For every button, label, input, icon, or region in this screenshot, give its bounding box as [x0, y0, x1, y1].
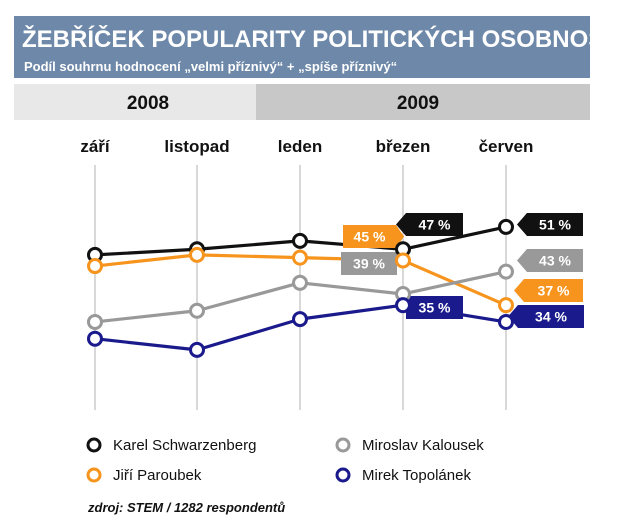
marker-topolanek-4	[498, 313, 514, 330]
year-band-2009	[256, 84, 590, 120]
legend-label-schwarzenberg: Karel Schwarzenberg	[113, 437, 256, 454]
marker-topolanek-2	[292, 311, 308, 328]
source-note: zdroj: STEM / 1282 respondentů	[87, 500, 285, 515]
data-label-pointer	[396, 213, 406, 236]
data-label-kalousek-4: 43 %	[517, 249, 583, 272]
marker-schwarzenberg-4	[498, 218, 514, 235]
marker-topolanek-0	[87, 330, 103, 347]
month-label-brezen: březen	[376, 137, 431, 156]
data-label-text: 37 %	[538, 283, 570, 299]
marker-paroubek-1	[189, 246, 205, 263]
data-label-pointer	[517, 249, 527, 272]
data-label-text: 43 %	[539, 253, 571, 269]
data-label-box	[341, 252, 397, 275]
data-label-box	[524, 279, 583, 302]
data-label-box	[527, 213, 583, 236]
data-label-schwarzenberg-3: 47 %	[396, 213, 463, 236]
data-label-box	[527, 249, 583, 272]
data-label-topolanek-3: 35 %	[406, 296, 463, 319]
marker-schwarzenberg-2	[292, 232, 308, 249]
marker-paroubek-3	[395, 252, 411, 269]
data-label-box	[343, 225, 396, 248]
data-label-box	[518, 305, 584, 328]
data-label-kalousek-3: 39 %	[341, 252, 397, 275]
legend-marker-schwarzenberg	[86, 437, 102, 453]
month-label-listopad: listopad	[164, 137, 229, 156]
marker-topolanek-3	[395, 297, 411, 314]
marker-kalousek-2	[292, 274, 308, 291]
series-markers	[87, 218, 514, 358]
legend-label-kalousek: Miroslav Kalousek	[362, 437, 484, 454]
data-label-text: 39 %	[353, 256, 385, 272]
chart-subtitle: Podíl souhrnu hodnocení „velmi příznivý“…	[24, 59, 397, 74]
year-label-2009: 2009	[397, 93, 439, 114]
year-label-2008: 2008	[127, 93, 169, 114]
data-label-text: 47 %	[419, 217, 451, 233]
legend-marker-topolanek	[335, 467, 351, 483]
data-label-text: 34 %	[535, 309, 567, 325]
data-label-pointer	[396, 225, 404, 248]
data-label-box	[406, 296, 463, 319]
data-label-paroubek-3: 45 %	[343, 225, 404, 248]
data-label-text: 35 %	[419, 300, 451, 316]
legend-marker-paroubek	[86, 467, 102, 483]
data-label-text: 51 %	[539, 217, 571, 233]
legend: Karel Schwarzenberg Jiří Paroubek Mirosl…	[86, 437, 484, 484]
data-label-topolanek-4: 34 %	[508, 305, 584, 328]
data-label-text: 45 %	[354, 229, 386, 245]
data-label-pointer	[517, 213, 527, 236]
data-label-pointer	[508, 305, 518, 328]
data-label-pointer	[514, 279, 524, 302]
marker-kalousek-4	[498, 263, 514, 280]
data-labels: 47 % 51 % 45 % 37 % 39 % 43 % 35 % 34 %	[341, 213, 584, 328]
data-label-box	[406, 213, 463, 236]
marker-kalousek-1	[189, 302, 205, 319]
month-label-leden: leden	[278, 137, 322, 156]
month-label-zari: září	[80, 137, 111, 156]
marker-paroubek-2	[292, 249, 308, 266]
legend-marker-kalousek	[335, 437, 351, 453]
marker-paroubek-4	[498, 297, 514, 314]
marker-kalousek-0	[87, 313, 103, 330]
month-label-cerven: červen	[479, 137, 534, 156]
legend-label-paroubek: Jiří Paroubek	[113, 467, 202, 484]
chart-title: ŽEBŘÍČEK POPULARITY POLITICKÝCH OSOBNOST…	[22, 25, 627, 53]
data-label-paroubek-4: 37 %	[514, 279, 583, 302]
legend-label-topolanek: Mirek Topolánek	[362, 467, 471, 484]
year-band-2008	[14, 84, 256, 120]
header-bar	[14, 16, 590, 78]
data-label-schwarzenberg-4: 51 %	[517, 213, 583, 236]
marker-topolanek-1	[189, 341, 205, 358]
marker-paroubek-0	[87, 258, 103, 275]
